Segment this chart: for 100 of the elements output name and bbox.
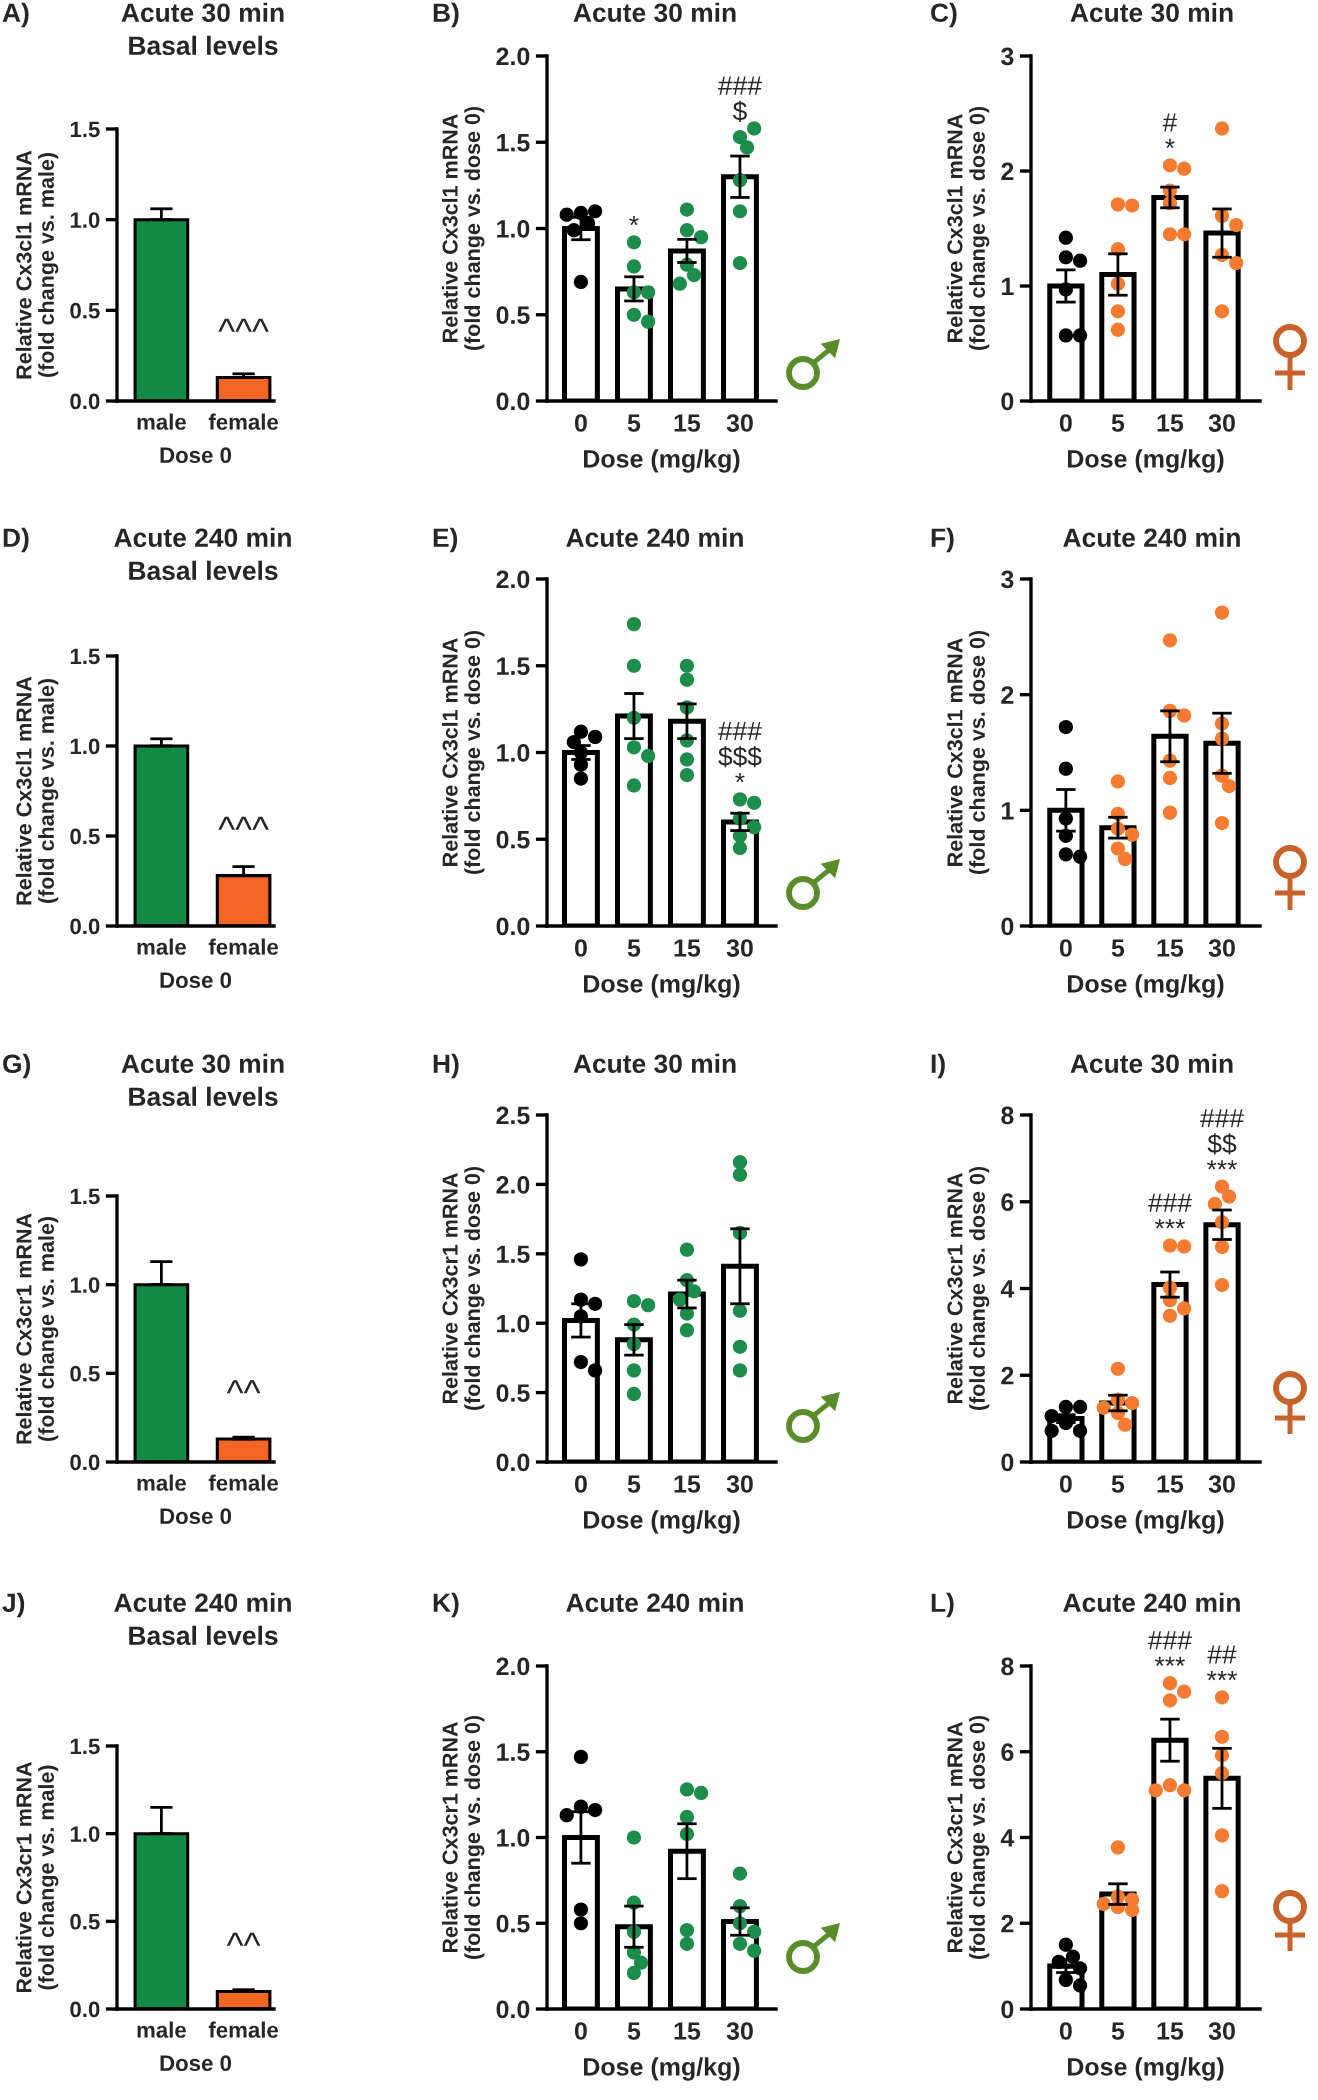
chart-subtitle: Basal levels [129, 1625, 278, 1646]
y-tick-label: 2.0 [496, 1176, 530, 1194]
y-tick-label: 8 [1001, 1657, 1014, 1676]
x-tick-label: male [137, 938, 186, 955]
x-axis-title: Dose 0 [160, 2055, 232, 2072]
y-tick-label: 1.5 [497, 1245, 530, 1264]
x-tick-label: 15 [674, 939, 701, 957]
x-tick-label: 0 [1059, 939, 1072, 957]
y-tick-label: 1 [1002, 802, 1014, 820]
text: I) [931, 1053, 945, 1079]
annotation: ### $ [718, 76, 762, 123]
x-tick-label: 0 [574, 1475, 587, 1493]
x-axis-title: Dose 0 [160, 1508, 232, 1525]
y-tick-label: 0.5 [70, 828, 100, 845]
annotation: # * [1162, 113, 1178, 149]
chart-title: Acute 30 min [121, 2, 284, 23]
y-tick-label: 0.5 [496, 830, 530, 849]
annotation: ### $$$ * [718, 721, 762, 783]
x-tick-label: 30 [1208, 2022, 1235, 2040]
x-tick-label: 30 [1208, 414, 1235, 432]
y-tick-label: 2 [1001, 162, 1014, 181]
y-axis-title: Relative Cx3cl1 mRNA (fold change vs. male) [15, 676, 59, 905]
x-tick-label: 30 [726, 414, 753, 432]
x-tick-label: male [137, 1474, 186, 1491]
x-tick-label: 0 [1059, 414, 1072, 432]
annotation: ^^^ [218, 318, 269, 332]
y-tick-label: 1.0 [497, 1829, 530, 1847]
y-tick-label: 0.5 [70, 1913, 100, 1930]
x-tick-label: 5 [627, 2022, 641, 2040]
y-tick-label: 2 [1001, 1366, 1014, 1385]
y-tick-label: 0.0 [496, 2000, 530, 2019]
x-tick-label: 0 [1059, 1475, 1072, 1493]
x-tick-label: 5 [627, 1475, 641, 1493]
y-tick-label: 0.0 [496, 1453, 530, 1472]
y-axis-title: Relative Cx3cr1 mRNA (fold change vs. male) [15, 1762, 59, 1993]
y-tick-label: 0.0 [70, 1454, 100, 1471]
x-axis-title: Dose (mg/kg) [584, 974, 740, 998]
y-axis-title: Relative Cx3cl1 mRNA (fold change vs. dose 0) [441, 106, 485, 351]
chart-title: Acute 30 min [573, 2, 736, 23]
y-tick-label: 0.0 [70, 393, 100, 410]
annotation: * [629, 215, 639, 226]
y-tick-label: 1.5 [70, 1738, 100, 1755]
x-tick-label: 0 [574, 939, 587, 957]
annotation: ^^^ [218, 816, 269, 830]
x-axis-title: Dose (mg/kg) [1068, 2057, 1224, 2081]
chart-title: Acute 240 min [566, 527, 743, 548]
y-tick-label: 1.0 [70, 1277, 100, 1293]
chart-title: Acute 30 min [573, 1053, 736, 1074]
y-tick-label: 2.5 [496, 1106, 530, 1125]
y-tick-label: 0.5 [496, 306, 530, 325]
y-tick-label: 2.0 [496, 47, 530, 66]
chart-title: Acute 240 min [566, 1592, 743, 1613]
x-tick-label: female [208, 1474, 279, 1491]
y-tick-label: 0.5 [496, 1914, 530, 1933]
chart-title: Acute 30 min [121, 1053, 284, 1074]
y-tick-label: 1.5 [497, 134, 530, 152]
y-tick-label: 1.5 [497, 657, 530, 676]
y-tick-label: 1.0 [497, 1314, 530, 1333]
y-tick-label: 4 [1000, 1829, 1015, 1847]
y-axis-title: Relative Cx3cl1 mRNA (fold change vs. dose 0) [946, 106, 990, 351]
y-tick-label: 1.0 [70, 1826, 100, 1842]
x-tick-label: 5 [1111, 414, 1125, 432]
y-tick-label: 1.0 [70, 212, 100, 228]
x-tick-label: 30 [1208, 939, 1235, 957]
y-tick-label: 1.0 [497, 744, 530, 762]
x-axis-title: Dose (mg/kg) [584, 1510, 740, 1534]
y-tick-label: 8 [1001, 1106, 1014, 1125]
text: L) [931, 1592, 954, 1618]
x-tick-label: 0 [1059, 2022, 1072, 2040]
x-axis-title: Dose (mg/kg) [1068, 449, 1224, 473]
y-axis-title: Relative Cx3cl1 mRNA (fold change vs. male) [15, 150, 59, 379]
text: F) [931, 527, 954, 553]
x-tick-label: female [208, 938, 279, 955]
text: D) [3, 527, 29, 553]
x-tick-label: 15 [674, 414, 701, 432]
x-tick-label: 5 [627, 939, 641, 957]
x-tick-label: 30 [726, 1475, 753, 1493]
x-tick-label: 15 [674, 2022, 701, 2040]
y-axis-title: Relative Cx3cr1 mRNA (fold change vs. dose 0) [441, 1166, 485, 1411]
annotation: ^^ [226, 1932, 261, 1946]
y-tick-label: 1.0 [497, 220, 530, 238]
chart-title: Acute 240 min [114, 527, 291, 548]
x-tick-label: 30 [726, 939, 753, 957]
x-tick-label: 15 [1157, 939, 1184, 957]
text: K) [433, 1592, 459, 1618]
annotation: ### $$ *** [1200, 1109, 1244, 1170]
y-tick-label: 4 [1000, 1280, 1015, 1298]
y-tick-label: 1 [1002, 277, 1014, 296]
y-tick-label: 0.5 [70, 1365, 100, 1382]
y-axis-title: Relative Cx3cl1 mRNA (fold change vs. dose 0) [946, 630, 990, 875]
y-axis-title: Relative Cx3cl1 mRNA (fold change vs. dose 0) [441, 630, 485, 875]
x-tick-label: male [137, 413, 186, 430]
y-tick-label: 0 [1001, 917, 1014, 936]
x-axis-title: Dose 0 [160, 972, 232, 989]
annotation: ### *** [1148, 1193, 1192, 1229]
chart-subtitle: Basal levels [129, 560, 278, 581]
annotation: ### *** [1148, 1631, 1192, 1667]
y-tick-label: 6 [1001, 1193, 1014, 1212]
y-tick-label: 2.0 [496, 570, 530, 589]
y-axis-title: Relative Cx3cr1 mRNA (fold change vs. male) [15, 1213, 59, 1444]
